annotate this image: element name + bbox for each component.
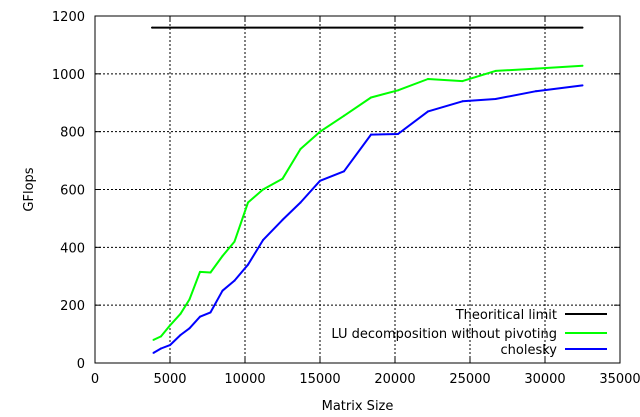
data-point: [209, 271, 212, 274]
data-point: [581, 64, 584, 67]
data-point: [262, 239, 264, 242]
data-point: [247, 263, 249, 266]
data-point: [169, 344, 171, 347]
x-tick-label: 10000: [224, 372, 265, 387]
data-point: [535, 67, 537, 70]
grid-lines: [95, 16, 620, 363]
y-axis-label: GFlops: [22, 167, 37, 211]
data-point: [370, 133, 372, 136]
legend-label: cholesky: [501, 343, 558, 358]
data-point: [160, 335, 162, 338]
data-point: [299, 148, 302, 151]
x-tick-label: 20000: [374, 372, 415, 387]
legend-label: LU decomposition without pivoting: [331, 327, 557, 342]
data-point: [221, 289, 224, 292]
axis-ticks: 0 5000 10000 15000 20000 25000 30000 35000 0 200 4…: [52, 10, 640, 387]
data-point: [152, 351, 155, 354]
data-point: [299, 201, 302, 204]
data-point: [281, 177, 284, 180]
data-point: [494, 69, 497, 72]
x-tick-label: 25000: [449, 372, 490, 387]
y-tick-label: 200: [60, 299, 85, 314]
plot-area: [151, 26, 584, 354]
data-point: [461, 80, 464, 83]
data-point: [397, 89, 399, 92]
data-point: [233, 279, 236, 282]
data-point: [179, 312, 182, 315]
y-tick-label: 600: [60, 184, 85, 199]
y-tick-label: 400: [60, 241, 85, 256]
data-point: [188, 298, 191, 301]
x-tick-label: 30000: [524, 372, 565, 387]
x-axis-label: Matrix Size: [322, 399, 394, 414]
y-tick-label: 0: [77, 357, 85, 372]
data-point: [461, 100, 464, 103]
data-point: [581, 26, 584, 29]
y-tick-label: 1200: [52, 10, 85, 25]
data-point: [319, 130, 321, 133]
data-point: [160, 347, 162, 350]
data-point: [221, 255, 224, 258]
data-point: [370, 96, 372, 99]
series-line-2: [152, 84, 583, 354]
legend-label: Theoritical limit: [455, 308, 557, 323]
data-point: [247, 201, 249, 204]
data-point: [343, 114, 345, 117]
y-tick-label: 1000: [52, 68, 85, 83]
data-point: [397, 132, 399, 135]
data-point: [494, 97, 497, 100]
x-tick-label: 5000: [153, 372, 186, 387]
data-point: [152, 338, 155, 341]
x-tick-label: 15000: [299, 372, 340, 387]
data-point: [343, 170, 345, 173]
data-point: [199, 315, 201, 318]
data-point: [169, 324, 171, 327]
data-point: [151, 26, 153, 29]
data-point: [179, 333, 182, 336]
data-point: [188, 327, 191, 330]
x-tick-label: 0: [91, 372, 99, 387]
y-tick-label: 800: [60, 126, 85, 141]
data-point: [427, 78, 429, 81]
data-point: [319, 179, 321, 182]
data-point: [281, 218, 284, 221]
data-point: [199, 270, 201, 273]
data-point: [427, 110, 429, 113]
series-line-1: [153, 64, 583, 341]
data-point: [535, 90, 537, 93]
legend: Theoritical limit LU decomposition withou…: [331, 308, 607, 358]
data-point: [233, 240, 236, 243]
data-point: [262, 188, 264, 191]
data-point: [209, 311, 212, 314]
data-point: [581, 84, 584, 87]
x-tick-label: 35000: [599, 372, 640, 387]
